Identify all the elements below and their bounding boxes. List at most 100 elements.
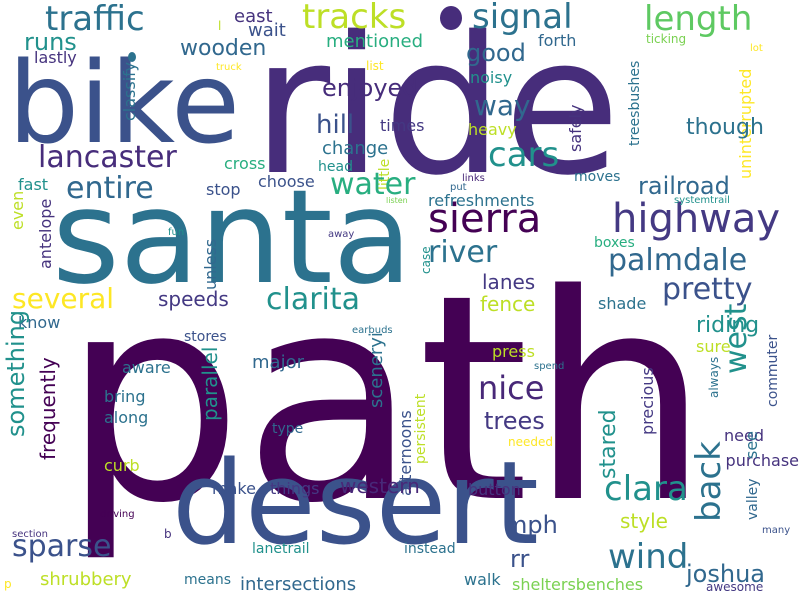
word-head: head bbox=[318, 159, 353, 175]
word-nice: nice bbox=[478, 369, 545, 407]
word-mentioned: mentioned bbox=[326, 31, 423, 52]
word-noisy: noisy bbox=[470, 68, 513, 87]
word-water: water bbox=[330, 167, 416, 202]
word-change: change bbox=[322, 138, 389, 159]
word-sure: sure bbox=[696, 337, 731, 356]
word-earbuds: earbuds bbox=[352, 325, 393, 336]
word-means: means bbox=[184, 572, 231, 588]
word-way: way bbox=[474, 89, 531, 122]
word-though: though bbox=[686, 115, 764, 140]
word-hill: hill bbox=[316, 110, 355, 140]
word-tracks: tracks bbox=[302, 0, 407, 37]
word-many: many bbox=[762, 525, 791, 536]
word-traffic: traffic bbox=[45, 0, 145, 39]
word-parallel: parallel bbox=[198, 346, 222, 421]
word-river: river bbox=[428, 235, 498, 270]
word-joshua: joshua bbox=[686, 560, 765, 588]
word-forth: forth bbox=[538, 31, 577, 50]
word-unless: unless bbox=[201, 238, 220, 290]
word-know: know bbox=[18, 313, 61, 332]
word-wooden: wooden bbox=[180, 36, 267, 61]
word-l: l bbox=[218, 19, 222, 33]
word-back: back bbox=[689, 440, 729, 522]
word-good: good bbox=[466, 39, 526, 67]
word-clara: clara bbox=[604, 469, 688, 509]
word-fast: fast bbox=[18, 175, 49, 194]
word-signal: signal bbox=[472, 0, 573, 37]
word-riding: riding bbox=[696, 313, 760, 338]
word-safely: safely bbox=[566, 104, 585, 152]
word-ticking: ticking bbox=[646, 32, 687, 46]
word-lanetrail: lanetrail bbox=[252, 541, 310, 557]
word-b: b bbox=[164, 527, 172, 541]
word-awesome: awesome bbox=[706, 580, 764, 594]
word-rr: rr bbox=[510, 545, 530, 573]
word-length: length bbox=[644, 0, 753, 39]
word-east: east bbox=[234, 6, 273, 27]
word-put: put bbox=[450, 182, 467, 193]
word-palmdale: palmdale bbox=[608, 243, 748, 278]
word-major: major bbox=[252, 352, 304, 373]
dot-shape bbox=[128, 52, 136, 62]
word-purchase: purchase bbox=[725, 451, 799, 470]
word-speeds: speeds bbox=[158, 287, 229, 311]
word-links: links bbox=[462, 173, 485, 184]
word-cross: cross bbox=[224, 154, 266, 173]
word-ride: ride bbox=[252, 0, 621, 217]
word-desert: desert bbox=[172, 437, 539, 571]
word-need: need bbox=[724, 426, 764, 445]
word-classify: classify bbox=[120, 61, 139, 121]
word-something: something bbox=[2, 309, 30, 437]
word-times: times bbox=[380, 116, 425, 135]
word-sceneryi: sceneryi bbox=[366, 332, 387, 409]
word-boxes: boxes bbox=[594, 235, 635, 251]
word-section: section bbox=[12, 529, 49, 540]
word-fun: fun bbox=[168, 227, 185, 238]
dot-shape bbox=[440, 6, 462, 30]
word-curb: curb bbox=[104, 456, 140, 475]
word-sheltersbenches: sheltersbenches bbox=[512, 575, 644, 594]
word-case: case bbox=[419, 246, 433, 274]
word-always: always bbox=[707, 356, 721, 399]
word-bike: bike bbox=[8, 39, 240, 169]
word-button: button bbox=[468, 480, 521, 499]
word-several: several bbox=[12, 282, 115, 315]
word-stop: stop bbox=[206, 180, 241, 199]
word-precious: precious bbox=[638, 367, 657, 435]
word-wind: wind bbox=[608, 537, 689, 577]
word-aware: aware bbox=[122, 358, 171, 377]
word-needed: needed bbox=[508, 435, 553, 449]
word-intersections: intersections bbox=[240, 574, 357, 595]
word-list: list bbox=[366, 59, 384, 73]
word-shrubbery: shrubbery bbox=[40, 569, 132, 590]
word-stores: stores bbox=[184, 329, 227, 345]
word-walk: walk bbox=[464, 570, 501, 589]
word-runs: runs bbox=[24, 28, 77, 56]
word-clarita: clarita bbox=[266, 282, 361, 317]
word-highway: highway bbox=[612, 196, 781, 242]
word-bring: bring bbox=[104, 387, 146, 406]
word-lot: lot bbox=[750, 43, 763, 54]
word-cars: cars bbox=[488, 135, 560, 175]
word-western: western bbox=[340, 474, 420, 498]
word-santa: santa bbox=[52, 161, 413, 313]
word-refreshments: refreshments bbox=[428, 191, 535, 210]
word-entire: entire bbox=[66, 171, 154, 206]
word-fence: fence bbox=[480, 292, 536, 316]
word-make: make bbox=[212, 479, 256, 498]
word-lanes: lanes bbox=[482, 270, 536, 294]
word-type: type bbox=[272, 421, 304, 437]
word-path: path bbox=[62, 234, 710, 566]
word-style: style bbox=[620, 509, 668, 533]
word-choose: choose bbox=[258, 172, 315, 191]
word-see: see bbox=[742, 430, 761, 459]
word-persistent: persistent bbox=[413, 393, 429, 464]
word-railroad: railroad bbox=[638, 172, 730, 200]
word-heavy: heavy bbox=[468, 120, 517, 139]
word-driving: driving bbox=[100, 509, 135, 520]
word-instead: instead bbox=[404, 541, 456, 557]
word-along: along bbox=[104, 408, 149, 427]
word-systemtrail: systemtrail bbox=[674, 195, 730, 206]
word-moves: moves bbox=[574, 169, 621, 185]
